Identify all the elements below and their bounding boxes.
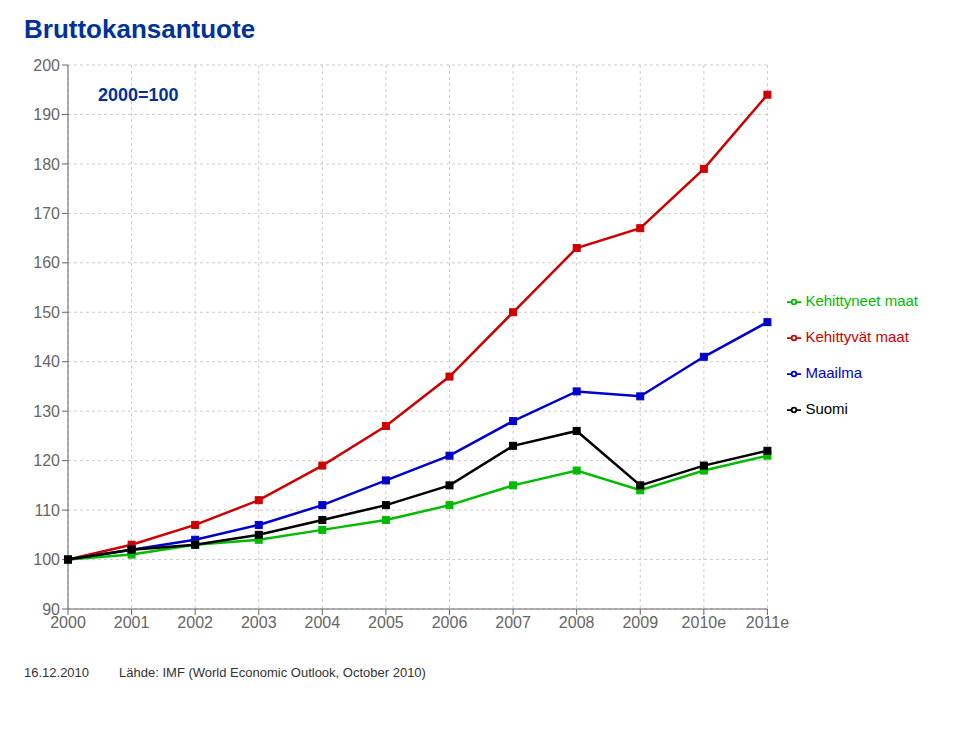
html-text:Kehittyvät maat: Kehittyvät maat xyxy=(805,328,909,345)
svg-text:2009: 2009 xyxy=(622,614,658,631)
svg-text:2004: 2004 xyxy=(305,614,341,631)
svg-text:2008: 2008 xyxy=(559,614,595,631)
svg-text:110: 110 xyxy=(34,502,60,519)
svg-text:2011e: 2011e xyxy=(746,614,789,631)
svg-text:180: 180 xyxy=(33,156,60,173)
svg-text:2001: 2001 xyxy=(114,614,150,631)
html-text:Bruttokansantuote: Bruttokansantuote xyxy=(24,14,256,44)
svg-text:2006: 2006 xyxy=(432,614,468,631)
svg-text:200: 200 xyxy=(33,57,60,74)
svg-text:2002: 2002 xyxy=(177,614,213,631)
html-text:Kehittyneet maat: Kehittyneet maat xyxy=(805,292,918,309)
html-text:Suomi: Suomi xyxy=(805,400,848,417)
svg-text:2007: 2007 xyxy=(495,614,531,631)
svg-text:2005: 2005 xyxy=(368,614,404,631)
html-text:16.12.2010: 16.12.2010 xyxy=(24,665,90,680)
svg-text:170: 170 xyxy=(33,205,60,222)
svg-text:2003: 2003 xyxy=(241,614,277,631)
svg-text:120: 120 xyxy=(33,452,60,469)
html-text:Lähde: IMF (World Economic Out: Lähde: IMF (World Economic Outlook, Octo… xyxy=(119,665,426,680)
svg-text:2010e: 2010e xyxy=(682,614,727,631)
html-text:Maailma: Maailma xyxy=(805,364,863,381)
svg-text:100: 100 xyxy=(33,551,60,568)
svg-text:90: 90 xyxy=(42,601,60,618)
svg-text:150: 150 xyxy=(33,304,60,321)
svg-text:160: 160 xyxy=(33,254,60,271)
svg-text:2000: 2000 xyxy=(50,614,86,632)
svg-text:130: 130 xyxy=(33,403,60,420)
svg-text:140: 140 xyxy=(33,353,60,370)
svg-text:190: 190 xyxy=(33,106,60,123)
html-text:2000=100: 2000=100 xyxy=(98,85,179,105)
